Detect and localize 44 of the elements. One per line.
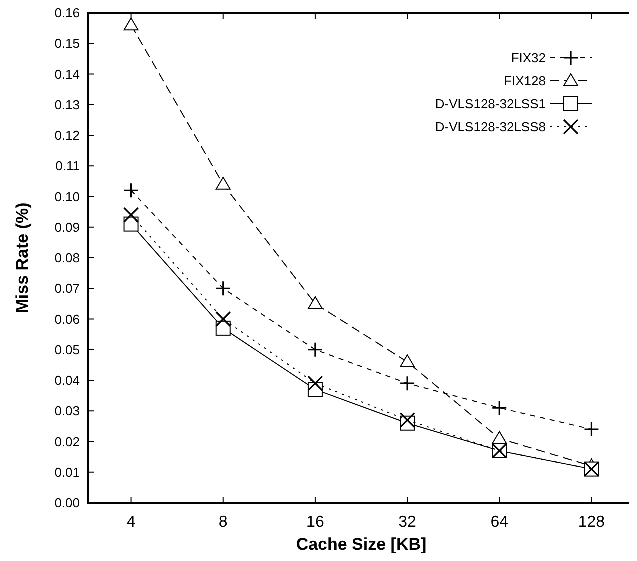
y-tick-label: 0.01	[54, 464, 80, 480]
x-tick-label: 8	[218, 514, 228, 531]
y-tick-label: 0.12	[54, 128, 80, 144]
point	[123, 207, 140, 223]
y-tick-label: 0.09	[54, 220, 80, 235]
point	[216, 311, 232, 328]
legend-label: FIX128	[504, 74, 546, 89]
y-tick-label: 0.11	[56, 158, 80, 174]
y-tick-label: 0.16	[54, 6, 80, 21]
point	[492, 431, 508, 444]
legend-label: D-VLS128-32LSS8	[435, 120, 546, 135]
y-tick-label: 0.15	[54, 36, 80, 52]
y-tick-label: 0.00	[54, 496, 80, 511]
point	[400, 354, 416, 368]
y-tick-label: 0.06	[54, 312, 80, 327]
point	[492, 400, 508, 416]
y-axis-title: Miss Rate (%)	[13, 202, 32, 314]
point	[308, 296, 323, 310]
y-tick-label: 0.10	[54, 189, 80, 204]
x-tick-label: 64	[490, 514, 509, 531]
y-tick-label: 0.03	[54, 404, 80, 419]
x-tick-label: 32	[398, 514, 417, 531]
point	[216, 177, 231, 190]
point	[584, 422, 600, 438]
y-tick-label: 0.08	[54, 250, 80, 266]
legend-label: FIX32	[511, 50, 546, 66]
point	[124, 18, 139, 31]
y-tick-label: 0.07	[54, 281, 80, 296]
point	[216, 280, 232, 296]
y-tick-label: 0.04	[54, 373, 80, 388]
point	[308, 376, 324, 392]
y-tick-label: 0.13	[54, 97, 80, 112]
y-tick-label: 0.02	[54, 434, 80, 450]
x-tick-label: 16	[306, 514, 324, 531]
x-tick-label: 4	[126, 514, 136, 531]
y-tick-label: 0.14	[54, 66, 80, 82]
point	[400, 376, 416, 392]
point	[123, 182, 140, 198]
point	[308, 342, 324, 358]
point	[400, 412, 416, 428]
legend-label: D-VLS128-32LSS1	[435, 96, 546, 112]
x-tick-label: 128	[578, 514, 606, 531]
x-axis-title: Cache Size [KB]	[296, 535, 427, 554]
y-tick-label: 0.05	[54, 342, 80, 358]
